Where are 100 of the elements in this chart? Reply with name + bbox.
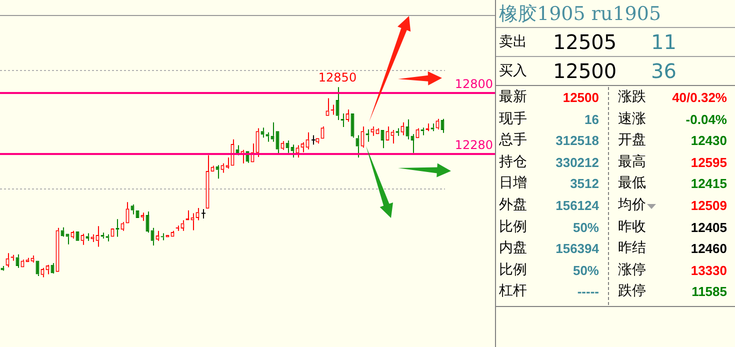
candlestick [150, 227, 154, 246]
text: 12595 [690, 154, 727, 170]
candlestick [130, 204, 134, 215]
candlestick [286, 140, 290, 154]
candlestick [96, 226, 100, 248]
text: 比例 [499, 218, 527, 236]
text: 50% [572, 220, 599, 235]
candlestick [390, 129, 394, 144]
candlestick [190, 212, 194, 231]
candlestick [376, 128, 380, 134]
text: 156124 [556, 198, 599, 213]
text: 12500 [562, 90, 599, 105]
candlestick [306, 132, 310, 150]
text: 日增 [499, 174, 527, 192]
candlestick [280, 140, 284, 150]
candlestick [346, 108, 350, 122]
text: 均价 [618, 196, 646, 214]
text: 11 [651, 30, 676, 54]
ref-line-label: 12280 [454, 138, 493, 152]
candlestick [156, 230, 160, 242]
candlestick [46, 265, 50, 275]
candlestick [210, 165, 214, 172]
annotation: 12850 [318, 70, 357, 84]
candlestick [260, 127, 264, 138]
candlestick [216, 164, 220, 180]
candlestick [80, 233, 84, 246]
text: 12415 [690, 176, 727, 192]
candlestick [60, 226, 64, 236]
candlestick [196, 207, 200, 221]
text: 总手 [499, 131, 527, 150]
text: 12509 [690, 198, 727, 213]
candlestick [120, 222, 124, 232]
text: 外盘 [499, 196, 527, 214]
text: 开盘 [618, 131, 646, 150]
candlestick [356, 134, 360, 158]
text: 涨停 [618, 260, 646, 279]
candlestick [336, 86, 340, 120]
candlestick [126, 202, 130, 224]
candlestick [360, 126, 364, 148]
text: 12430 [690, 133, 727, 148]
text: 12460 [690, 241, 727, 256]
candlestick [90, 234, 94, 243]
candlestick [226, 157, 230, 170]
text: 昨收 [618, 218, 646, 236]
text: 16 [584, 112, 599, 127]
candlestick [6, 252, 10, 268]
text: 最低 [618, 174, 646, 192]
candlestick [30, 254, 34, 264]
text: 持仓 [499, 152, 527, 171]
text: 312518 [556, 133, 599, 148]
text: 涨跌 [618, 88, 646, 106]
text: 现手 [499, 110, 527, 128]
candlestick [266, 132, 270, 142]
candlestick [386, 126, 390, 141]
text: 内盘 [499, 239, 527, 258]
candlestick [16, 254, 20, 268]
candlestick [201, 208, 206, 220]
text: 跌停 [618, 282, 646, 300]
text: 卖出 [499, 33, 527, 51]
candlestick [370, 126, 374, 136]
candlestick [400, 122, 404, 136]
candlestick [311, 134, 316, 146]
text: 156394 [556, 241, 599, 256]
text: 最高 [618, 152, 646, 171]
text: 12405 [690, 220, 727, 235]
candlestick [50, 262, 54, 274]
candlestick [206, 154, 210, 209]
text: 最新 [499, 88, 527, 106]
text: 36 [651, 59, 676, 83]
text: 11585 [692, 284, 727, 300]
candlestick [380, 130, 384, 149]
candlestick [416, 128, 420, 138]
text: ----- [577, 284, 599, 300]
candlestick [180, 220, 184, 232]
text: -0.04% [686, 112, 727, 127]
candlestick [406, 118, 410, 140]
candlestick [270, 122, 274, 142]
candlestick [436, 118, 440, 130]
text: 杠杆 [499, 282, 527, 300]
text: 50% [572, 262, 599, 278]
text: 速涨 [618, 110, 646, 128]
text: 13330 [690, 262, 727, 278]
text: 买入 [499, 62, 527, 80]
text: 40/0.32% [672, 90, 727, 105]
text: 橡胶1905 ru1905 [499, 2, 662, 27]
text: 330212 [556, 154, 599, 170]
candlestick [220, 162, 224, 174]
text: 昨结 [618, 239, 646, 258]
candlestick [440, 118, 444, 134]
candlestick [140, 212, 144, 222]
candlestick [326, 98, 330, 116]
text: 12505 [553, 30, 617, 54]
text: 12500 [553, 59, 617, 83]
candlestick [86, 232, 90, 242]
candlestick [146, 211, 150, 234]
candlestick [56, 227, 60, 272]
candlestick [300, 142, 304, 153]
candlestick [410, 134, 414, 154]
text: 比例 [499, 260, 527, 279]
ref-line-label: 12800 [454, 77, 493, 92]
